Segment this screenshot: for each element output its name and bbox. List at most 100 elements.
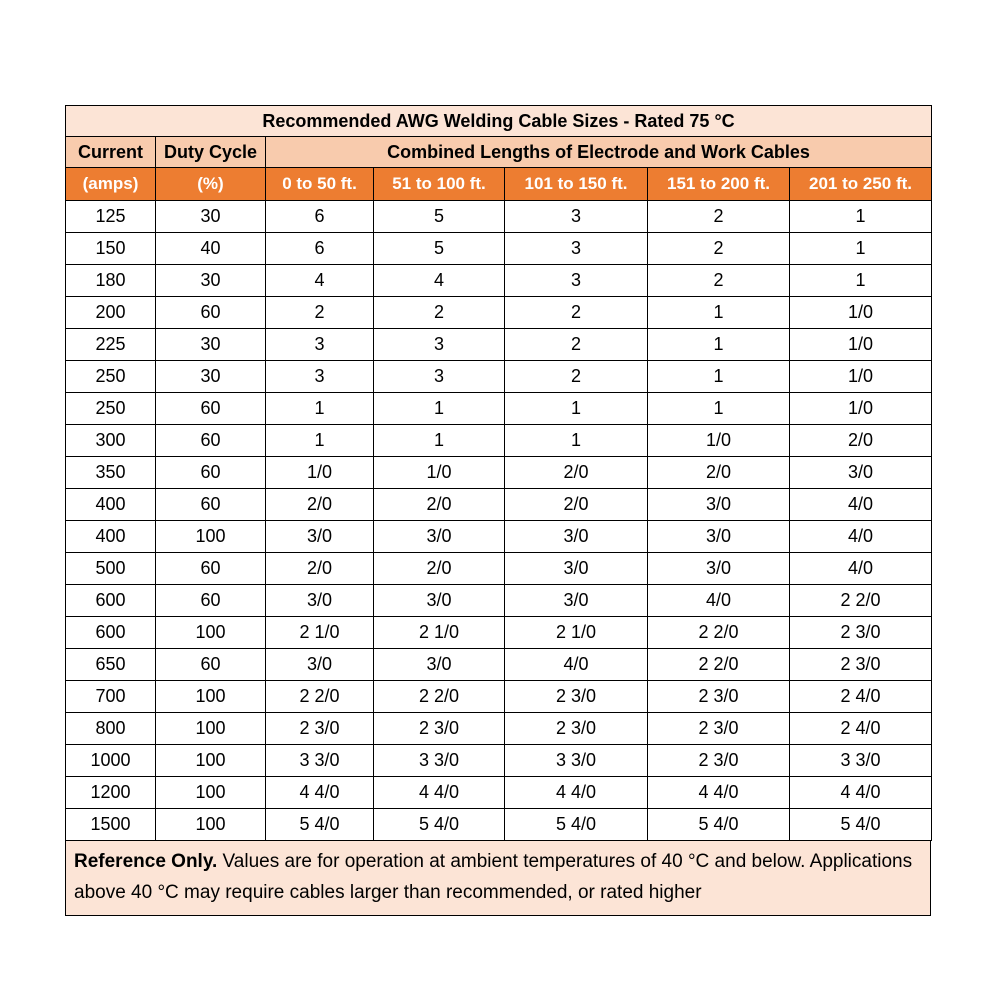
table-row: 300 60 1 1 1 1/0 2/0 bbox=[65, 424, 932, 457]
table-cell: 3/0 bbox=[647, 520, 790, 553]
table-cell: 6 bbox=[265, 232, 374, 265]
table-cell: 2 3/0 bbox=[647, 744, 790, 777]
subheader-101-150ft: 101 to 150 ft. bbox=[504, 167, 648, 201]
table-cell: 1/0 bbox=[373, 456, 505, 489]
table-cell: 1/0 bbox=[789, 328, 932, 361]
table-title-row: Recommended AWG Welding Cable Sizes - Ra… bbox=[65, 105, 932, 137]
table-row: 700 100 2 2/0 2 2/0 2 3/0 2 3/0 2 4/0 bbox=[65, 680, 932, 713]
table-cell: 2/0 bbox=[265, 488, 374, 521]
col-header-duty-cycle: Duty Cycle bbox=[155, 136, 266, 168]
table-cell: 2 3/0 bbox=[504, 712, 648, 745]
table-cell: 1000 bbox=[65, 744, 156, 777]
table-cell: 60 bbox=[155, 296, 266, 329]
table-cell: 125 bbox=[65, 200, 156, 233]
subheader-0-50ft: 0 to 50 ft. bbox=[265, 167, 374, 201]
table-row: 250 60 1 1 1 1 1/0 bbox=[65, 392, 932, 425]
table-cell: 1 bbox=[373, 392, 505, 425]
table-cell: 2 2/0 bbox=[647, 616, 790, 649]
table-cell: 2 3/0 bbox=[504, 680, 648, 713]
table-cell: 5 4/0 bbox=[647, 808, 790, 841]
table-row: 1200 100 4 4/0 4 4/0 4 4/0 4 4/0 4 4/0 bbox=[65, 776, 932, 809]
table-cell: 100 bbox=[155, 520, 266, 553]
table-cell: 60 bbox=[155, 488, 266, 521]
table-cell: 150 bbox=[65, 232, 156, 265]
table-row: 150 40 6 5 3 2 1 bbox=[65, 232, 932, 265]
table-cell: 30 bbox=[155, 200, 266, 233]
table-cell: 100 bbox=[155, 712, 266, 745]
footer-note-lead: Reference Only. bbox=[74, 851, 218, 872]
table-cell: 60 bbox=[155, 424, 266, 457]
table-row: 1000 100 3 3/0 3 3/0 3 3/0 2 3/0 3 3/0 bbox=[65, 744, 932, 777]
table-title: Recommended AWG Welding Cable Sizes - Ra… bbox=[65, 105, 932, 137]
table-cell: 4/0 bbox=[647, 584, 790, 617]
table-subheader-row: (amps) (%) 0 to 50 ft. 51 to 100 ft. 101… bbox=[65, 167, 932, 201]
table-cell: 3 3/0 bbox=[504, 744, 648, 777]
table-cell: 3/0 bbox=[265, 648, 374, 681]
table-cell: 3/0 bbox=[373, 520, 505, 553]
table-cell: 250 bbox=[65, 360, 156, 393]
table-cell: 600 bbox=[65, 616, 156, 649]
table-cell: 2 bbox=[373, 296, 505, 329]
table-cell: 2 bbox=[504, 296, 648, 329]
table-cell: 60 bbox=[155, 584, 266, 617]
table-cell: 2/0 bbox=[504, 488, 648, 521]
table-cell: 2 2/0 bbox=[265, 680, 374, 713]
table-cell: 5 4/0 bbox=[789, 808, 932, 841]
table-cell: 5 4/0 bbox=[504, 808, 648, 841]
table-cell: 2 3/0 bbox=[265, 712, 374, 745]
table-cell: 200 bbox=[65, 296, 156, 329]
table-cell: 1 bbox=[647, 360, 790, 393]
table-cell: 4 4/0 bbox=[504, 776, 648, 809]
table-cell: 5 bbox=[373, 232, 505, 265]
table-cell: 1/0 bbox=[789, 392, 932, 425]
subheader-51-100ft: 51 to 100 ft. bbox=[373, 167, 505, 201]
table-cell: 600 bbox=[65, 584, 156, 617]
table-cell: 3/0 bbox=[504, 520, 648, 553]
table-cell: 3 bbox=[504, 232, 648, 265]
table-cell: 1 bbox=[504, 392, 648, 425]
table-cell: 60 bbox=[155, 648, 266, 681]
table-cell: 1 bbox=[647, 392, 790, 425]
table-cell: 3 bbox=[265, 360, 374, 393]
table-cell: 1 bbox=[789, 264, 932, 297]
col-header-combined-lengths: Combined Lengths of Electrode and Work C… bbox=[265, 136, 932, 168]
table-cell: 5 bbox=[373, 200, 505, 233]
table-cell: 100 bbox=[155, 808, 266, 841]
table-cell: 3/0 bbox=[647, 488, 790, 521]
table-cell: 5 4/0 bbox=[265, 808, 374, 841]
table-cell: 2 4/0 bbox=[789, 712, 932, 745]
table-cell: 3 bbox=[373, 360, 505, 393]
table-cell: 650 bbox=[65, 648, 156, 681]
welding-cable-table-block: Recommended AWG Welding Cable Sizes - Ra… bbox=[65, 105, 932, 916]
table-row: 600 60 3/0 3/0 3/0 4/0 2 2/0 bbox=[65, 584, 932, 617]
table-cell: 3/0 bbox=[789, 456, 932, 489]
table-cell: 4 4/0 bbox=[647, 776, 790, 809]
table-cell: 4/0 bbox=[789, 520, 932, 553]
table-cell: 3/0 bbox=[265, 584, 374, 617]
table-cell: 3 bbox=[265, 328, 374, 361]
table-cell: 2 3/0 bbox=[647, 712, 790, 745]
table-cell: 2/0 bbox=[373, 552, 505, 585]
table-cell: 2 3/0 bbox=[373, 712, 505, 745]
table-cell: 700 bbox=[65, 680, 156, 713]
table-cell: 2 bbox=[504, 328, 648, 361]
table-cell: 2 1/0 bbox=[504, 616, 648, 649]
table-cell: 2/0 bbox=[504, 456, 648, 489]
table-cell: 3/0 bbox=[504, 584, 648, 617]
table-cell: 4 4/0 bbox=[265, 776, 374, 809]
table-row: 400 60 2/0 2/0 2/0 3/0 4/0 bbox=[65, 488, 932, 521]
col-header-current: Current bbox=[65, 136, 156, 168]
footer-note-text: Values are for operation at ambient temp… bbox=[74, 851, 913, 903]
footer-note: Reference Only. Values are for operation… bbox=[65, 841, 931, 916]
table-cell: 3/0 bbox=[265, 520, 374, 553]
table-cell: 3/0 bbox=[373, 648, 505, 681]
table-cell: 800 bbox=[65, 712, 156, 745]
table-cell: 3 bbox=[373, 328, 505, 361]
table-cell: 3 3/0 bbox=[373, 744, 505, 777]
table-cell: 3/0 bbox=[373, 584, 505, 617]
table-body: 125 30 6 5 3 2 1 150 40 6 5 3 2 1 180 30 4 4 3 2 1 200 60 2 2 2 1 1… bbox=[65, 200, 932, 841]
table-cell: 2/0 bbox=[373, 488, 505, 521]
table-row: 800 100 2 3/0 2 3/0 2 3/0 2 3/0 2 4/0 bbox=[65, 712, 932, 745]
subheader-amps: (amps) bbox=[65, 167, 156, 201]
table-cell: 400 bbox=[65, 520, 156, 553]
